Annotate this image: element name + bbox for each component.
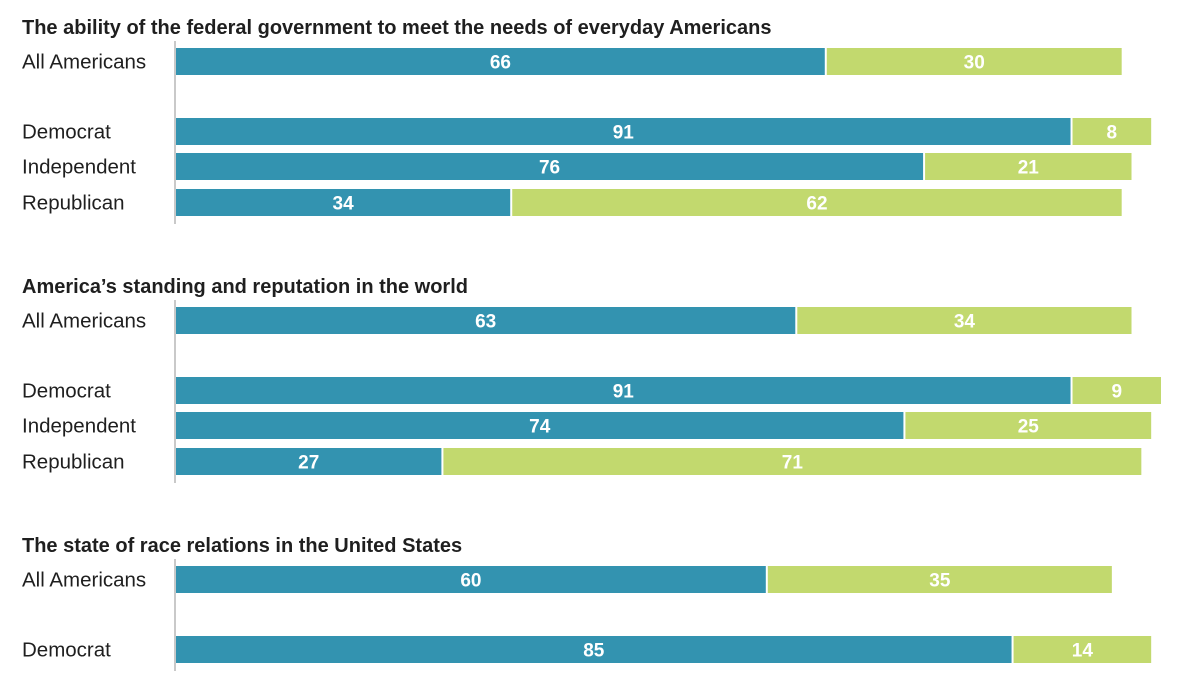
panel-2-democrat-value-series-1: 91 <box>613 382 635 403</box>
panel-1-republican-value-series-1: 34 <box>333 194 355 215</box>
panel-2-independent-value-series-1: 74 <box>529 417 551 438</box>
panel-3-democrat-label: Democrat <box>22 639 111 662</box>
panel-2-democrat-bar-series-2 <box>1072 377 1161 404</box>
panel-2-all-americans-bar-series-2 <box>797 307 1132 334</box>
panel-1-republican-bar-series-2 <box>512 189 1122 216</box>
panel-1-independent-label: Independent <box>22 156 136 179</box>
panel-2-republican-bar-series-1 <box>176 448 442 475</box>
panel-2-all-americans-value-series-2: 34 <box>954 312 976 333</box>
panel-3-democrat-value-series-2: 14 <box>1072 641 1094 662</box>
panel-2-independent-label: Independent <box>22 415 136 438</box>
panel-2-all-americans-label: All Americans <box>22 310 146 333</box>
panel-2-democrat-value-series-2: 9 <box>1111 382 1122 403</box>
panel-1-republican-label: Republican <box>22 192 125 215</box>
panel-3-all-americans-value-series-1: 60 <box>460 571 481 592</box>
panel-2-democrat-label: Democrat <box>22 380 111 403</box>
panel-2-independent-value-series-2: 25 <box>1018 417 1040 438</box>
panel-3: The state of race relations in the Unite… <box>22 535 1152 671</box>
panel-1-independent-bar-series-1 <box>176 153 924 180</box>
panel-title-2: America’s standing and reputation in the… <box>22 276 468 298</box>
panel-1-republican-value-series-2: 62 <box>806 194 827 215</box>
panel-3-democrat-value-series-1: 85 <box>583 641 605 662</box>
panel-title-3: The state of race relations in the Unite… <box>22 535 462 557</box>
panel-1-all-americans-value-series-2: 30 <box>964 53 985 74</box>
panel-2-republican-value-series-2: 71 <box>782 453 804 474</box>
panel-2: America’s standing and reputation in the… <box>22 276 1161 483</box>
panel-1-democrat-bar-series-2 <box>1072 118 1152 145</box>
panel-3-all-americans-bar-series-1 <box>176 566 766 593</box>
panel-1-all-americans-bar-series-1 <box>176 48 825 75</box>
panel-1-democrat-label: Democrat <box>22 121 111 144</box>
panel-3-all-americans-value-series-2: 35 <box>929 571 951 592</box>
panel-2-independent-bar-series-1 <box>176 412 904 439</box>
panel-1-republican-bar-series-1 <box>176 189 511 216</box>
panel-1-independent-value-series-1: 76 <box>539 158 560 179</box>
panel-2-republican-value-series-1: 27 <box>298 453 319 474</box>
panel-1-independent-value-series-2: 21 <box>1018 158 1040 179</box>
panel-1-democrat-value-series-2: 8 <box>1107 123 1118 144</box>
panel-1-democrat-bar-series-1 <box>176 118 1071 145</box>
panel-3-democrat-bar-series-2 <box>1013 636 1152 663</box>
panel-3-all-americans-bar-series-2 <box>767 566 1112 593</box>
panel-1-all-americans-bar-series-2 <box>826 48 1122 75</box>
panel-2-all-americans-value-series-1: 63 <box>475 312 496 333</box>
panel-2-democrat-bar-series-1 <box>176 377 1071 404</box>
panel-2-independent-bar-series-2 <box>905 412 1152 439</box>
panel-1-democrat-value-series-1: 91 <box>613 123 635 144</box>
panel-1-all-americans-value-series-1: 66 <box>490 53 511 74</box>
panel-1-independent-bar-series-2 <box>925 153 1132 180</box>
panel-title-1: The ability of the federal government to… <box>22 17 771 39</box>
panel-2-republican-bar-series-2 <box>443 448 1142 475</box>
panel-1-all-americans-label: All Americans <box>22 51 146 74</box>
panel-3-democrat-bar-series-1 <box>176 636 1012 663</box>
panel-3-all-americans-label: All Americans <box>22 569 146 592</box>
panel-1: The ability of the federal government to… <box>22 17 1152 224</box>
panel-2-republican-label: Republican <box>22 451 125 474</box>
panel-2-all-americans-bar-series-1 <box>176 307 796 334</box>
